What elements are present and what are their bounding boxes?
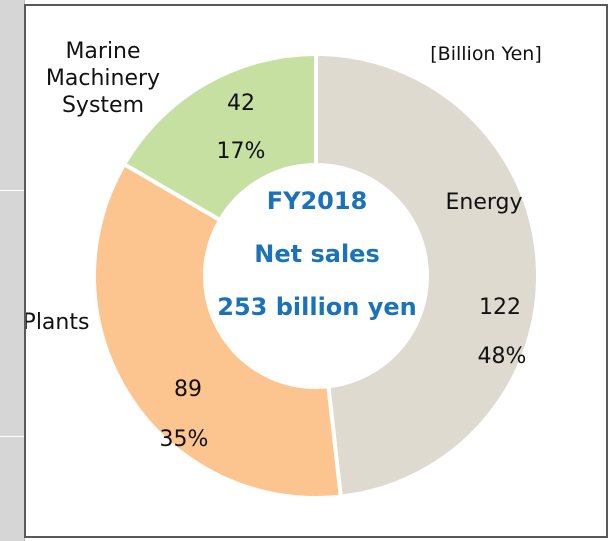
unit-note: [Billion Yen] [430,43,542,65]
slice-marine-machinery-system [121,51,318,223]
side-panel-divider [0,436,24,437]
slice-value-energy: 122 [479,295,521,320]
slice-value-plants: 89 [174,377,202,402]
slice-energy [314,51,540,499]
slice-percent-plants: 35% [160,427,209,452]
slice-plants [92,161,343,500]
center-text-year: FY2018 [267,187,368,215]
slice-value-marine: 42 [227,91,255,116]
slice-label-marine-line3: System [62,93,144,118]
slice-label-energy: Energy [445,190,522,215]
slice-percent-energy: 48% [478,344,527,369]
left-side-panel [0,0,25,541]
donut-chart: [Billion Yen] FY2018 Net sales 253 billi… [23,39,542,500]
side-panel-divider [0,190,24,191]
center-text-total: 253 billion yen [217,293,416,321]
slice-label-marine-line2: Machinery [46,66,160,91]
chart-container: [Billion Yen] FY2018 Net sales 253 billi… [23,4,608,538]
donut-slices [92,51,540,500]
slice-percent-marine: 17% [217,139,266,164]
slice-label-plants: Plants [26,310,89,335]
center-text-title: Net sales [254,240,379,268]
slice-label-marine-line1: Marine [65,39,140,64]
